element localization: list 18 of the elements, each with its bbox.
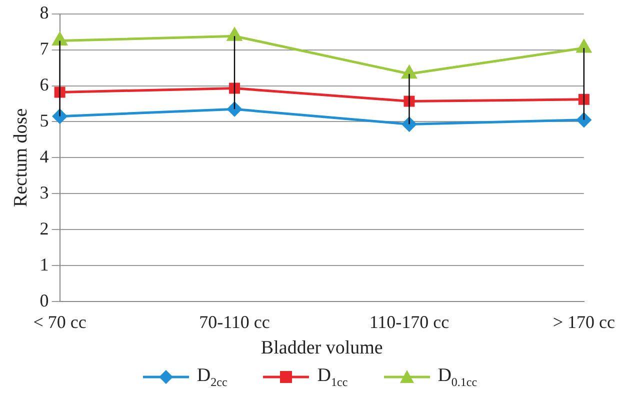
y-tick-label: 0: [40, 290, 49, 310]
y-tick-label: 1: [40, 254, 49, 274]
x-tick-label: > 170 cc: [552, 312, 616, 332]
legend-label: D$_{0.1cc}$: [438, 365, 478, 390]
x-tick-label: 70-110 cc: [199, 312, 270, 332]
y-tick-label: 4: [40, 146, 49, 166]
y-tick-label: 5: [40, 110, 49, 130]
y-tick-label: 3: [40, 182, 49, 202]
legend-label: D$_{2cc}$: [196, 365, 228, 390]
y-tick-label: 7: [40, 38, 49, 59]
x-tick-label: < 70 cc: [33, 312, 86, 332]
x-tick-label: 110-170 cc: [369, 312, 450, 332]
y-tick-label: 8: [40, 2, 49, 23]
y-axis-title: Rectum dose: [10, 108, 32, 208]
x-axis-title: Bladder volume: [260, 338, 383, 359]
legend-label: D$_{1cc}$: [317, 365, 348, 390]
y-tick-label: 2: [40, 218, 49, 238]
y-tick-label: 6: [40, 74, 49, 94]
